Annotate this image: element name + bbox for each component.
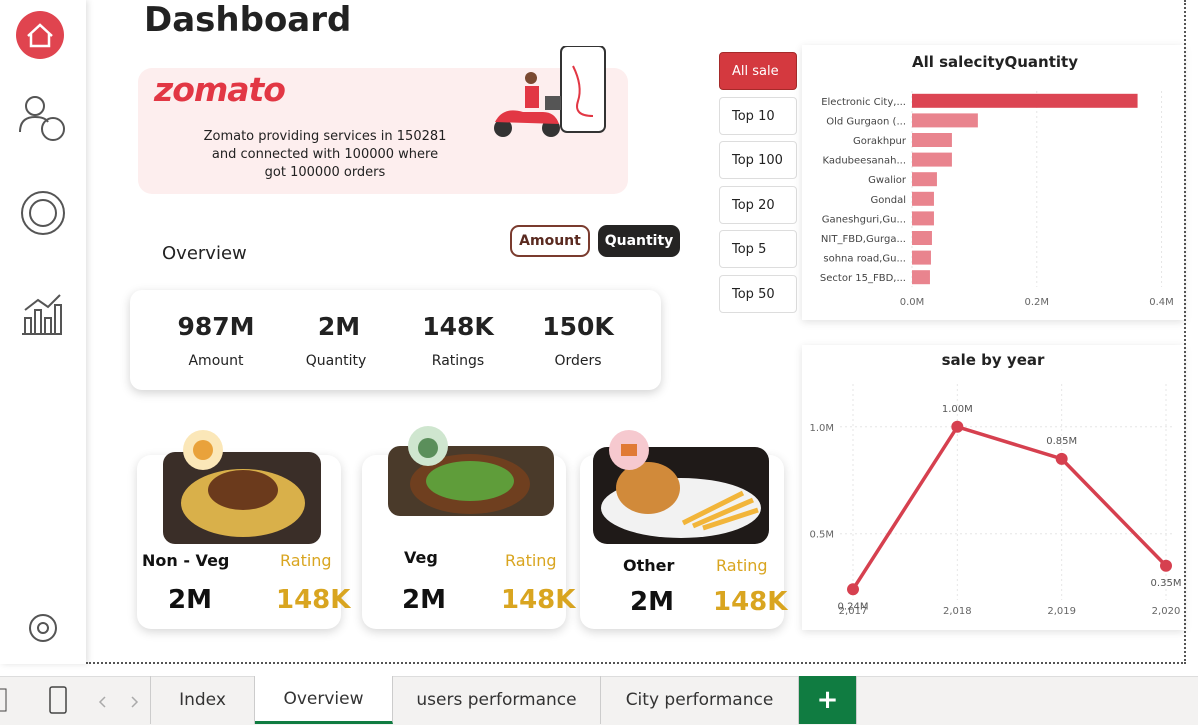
page-title: Dashboard bbox=[144, 0, 352, 40]
food-rating: 148K bbox=[501, 585, 576, 615]
bar bbox=[912, 152, 952, 167]
point bbox=[951, 420, 964, 433]
y-tick-label: Kadubeesanah... bbox=[822, 156, 906, 167]
y-tick-label: Gorakhpur bbox=[853, 136, 907, 147]
y-tick-label: 0.5M bbox=[809, 530, 834, 541]
x-tick-label: 2,019 bbox=[1047, 606, 1076, 617]
x-tick-label: 0.0M bbox=[900, 297, 925, 308]
food-image bbox=[593, 430, 769, 544]
y-tick-label: Electronic City,... bbox=[821, 97, 906, 108]
sidebar-icons bbox=[16, 11, 65, 642]
bar-chart: All salecityQuantity 0.0M 0.2M 0.4M Electron… bbox=[820, 53, 1174, 308]
food-rating: 148K bbox=[713, 587, 788, 617]
kpi-value: 2M bbox=[317, 312, 361, 341]
data-label: 0.35M bbox=[1151, 578, 1182, 589]
y-tick-label: sohna road,Gu... bbox=[823, 254, 906, 265]
section-title: Overview bbox=[162, 243, 247, 264]
line-chart: sale by year 0.5M 1.0M 2,017 2,018 2,019 2,020… bbox=[809, 351, 1182, 617]
finance-icon[interactable] bbox=[21, 191, 65, 235]
filter-button[interactable]: Top 100 bbox=[719, 141, 797, 179]
toggle-button[interactable]: Amount bbox=[510, 225, 590, 257]
delivery-illustration bbox=[494, 46, 606, 137]
x-tick-label: 2,020 bbox=[1152, 606, 1181, 617]
food-quantity: 2M bbox=[168, 585, 212, 615]
food-name: Other bbox=[623, 556, 675, 575]
home-icon[interactable] bbox=[16, 11, 64, 59]
point bbox=[847, 583, 859, 596]
banner bbox=[138, 46, 628, 194]
bar bbox=[912, 172, 937, 187]
filter-button[interactable]: Top 5 bbox=[719, 230, 797, 268]
food-rating: 148K bbox=[276, 585, 351, 615]
food-quantity: 2M bbox=[402, 585, 446, 615]
chart-title: All salecityQuantity bbox=[912, 53, 1078, 71]
add-tab-button[interactable]: + bbox=[799, 676, 857, 724]
food-name: Veg bbox=[404, 548, 438, 567]
rating-label: Rating bbox=[505, 551, 557, 570]
bar bbox=[912, 270, 930, 285]
rating-label: Rating bbox=[280, 551, 332, 570]
banner-text: Zomato providing services in 150281 and … bbox=[203, 129, 447, 180]
y-tick-label: Gondal bbox=[871, 195, 906, 206]
line-chart-card: sale by year 0.5M 1.0M 2,017 2,018 2,019 2,020… bbox=[802, 345, 1184, 630]
filter-button[interactable]: Top 10 bbox=[719, 97, 797, 135]
bar bbox=[912, 113, 978, 128]
food-name: Non - Veg bbox=[142, 551, 230, 570]
x-tick-label: 2,018 bbox=[943, 606, 972, 617]
kpi-value: 150K bbox=[542, 312, 614, 341]
bar-chart-card: All salecityQuantity 0.0M 0.2M 0.4M Electron… bbox=[802, 45, 1184, 320]
y-tick-label: Gwalior bbox=[868, 175, 907, 186]
settings-icon[interactable] bbox=[29, 614, 57, 642]
food-image bbox=[388, 426, 554, 516]
food-image bbox=[163, 430, 321, 544]
toggle-button[interactable]: Quantity bbox=[598, 225, 680, 257]
data-label: 0.85M bbox=[1046, 436, 1077, 447]
bar bbox=[912, 231, 932, 245]
y-tick-label: NIT_FBD,Gurga... bbox=[821, 234, 906, 245]
users-icon[interactable] bbox=[19, 96, 65, 141]
brand-logo: zomato bbox=[154, 70, 286, 109]
y-tick-label: Old Gurgaon (... bbox=[826, 116, 906, 127]
x-tick-label: 2,017 bbox=[839, 606, 868, 617]
bar bbox=[912, 211, 934, 226]
kpi-label: Orders bbox=[554, 353, 602, 369]
bar bbox=[912, 250, 931, 265]
x-tick-label: 0.4M bbox=[1149, 297, 1174, 308]
x-tick-label: 0.2M bbox=[1024, 297, 1049, 308]
page-tab[interactable]: Overview bbox=[255, 676, 393, 724]
kpi-value: 148K bbox=[422, 312, 494, 341]
canvas bbox=[86, 0, 1186, 664]
filter-button[interactable]: Top 50 bbox=[719, 275, 797, 313]
kpi-label: Ratings bbox=[431, 353, 485, 369]
y-tick-label: Ganeshguri,Gu... bbox=[822, 214, 906, 225]
chart-icon[interactable] bbox=[22, 294, 62, 335]
filter-button[interactable]: Top 20 bbox=[719, 186, 797, 224]
point bbox=[1055, 452, 1068, 465]
data-label: 1.00M bbox=[942, 404, 973, 415]
data-label: 0.24M bbox=[838, 601, 869, 612]
page-tab[interactable]: Index bbox=[150, 676, 255, 724]
line bbox=[851, 424, 1168, 591]
bar bbox=[912, 93, 1138, 108]
chart-title: sale by year bbox=[942, 351, 1045, 369]
food-quantity: 2M bbox=[630, 587, 674, 617]
page-tab[interactable]: City performance bbox=[601, 676, 799, 724]
point bbox=[1160, 559, 1172, 572]
kpi-panel bbox=[130, 290, 661, 390]
tab-bar bbox=[0, 676, 1198, 725]
bar bbox=[912, 191, 934, 206]
bar bbox=[912, 133, 952, 147]
sidebar bbox=[0, 0, 86, 664]
kpi-value: 987M bbox=[177, 312, 255, 341]
filter-button[interactable]: All sale bbox=[719, 52, 797, 90]
kpi-label: Amount bbox=[188, 353, 244, 369]
rating-label: Rating bbox=[716, 556, 768, 575]
page-tab[interactable]: users performance bbox=[393, 676, 601, 724]
y-tick-label: 1.0M bbox=[809, 423, 834, 434]
y-tick-label: Sector 15_FBD,... bbox=[820, 273, 906, 284]
kpi-label: Quantity bbox=[305, 353, 367, 369]
tab-nav-icons bbox=[0, 686, 139, 714]
